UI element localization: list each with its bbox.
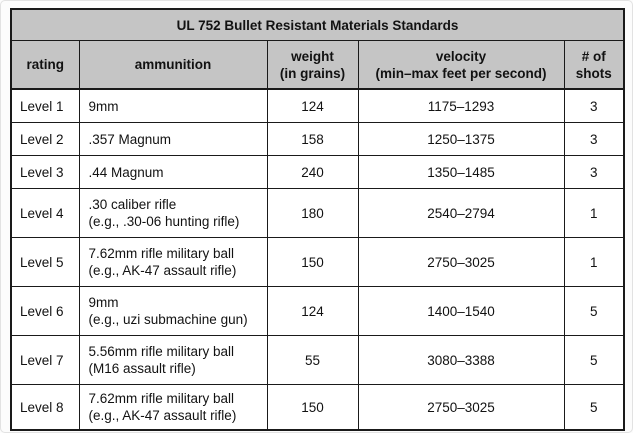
ammunition-note: (e.g., AK-47 assault rifle) [88,408,237,423]
ammunition-main: .357 Magnum [88,131,172,147]
shots-cell: 5 [563,335,625,385]
weight-cell: 55 [266,335,359,385]
velocity-cell: 3080–3388 [357,335,565,385]
shots-cell: 3 [563,122,625,156]
table-row-level-5: Level 5 7.62mm rifle military ball (e.g.… [10,237,625,287]
table-row-level-6: Level 6 9mm (e.g., uzi submachine gun) 1… [10,286,625,336]
shots-cell: 1 [563,188,625,238]
table-row-level-8: Level 8 7.62mm rifle military ball (e.g.… [10,384,625,431]
col-header-velocity: velocity (min–max feet per second) [357,40,565,90]
weight-cell: 150 [266,384,359,431]
ammunition-note: (M16 assault rifle) [88,361,196,376]
ammunition-main: .30 caliber rifle [88,197,177,212]
table-title: UL 752 Bullet Resistant Materials Standa… [10,8,625,41]
ammunition-main: 9mm [88,98,119,114]
weight-cell: 124 [266,88,359,123]
standards-table: UL 752 Bullet Resistant Materials Standa… [10,8,626,431]
ammunition-cell: .357 Magnum [78,122,268,156]
rating-cell: Level 5 [10,237,80,287]
velocity-cell: 1400–1540 [357,286,565,336]
col-header-line1: # of [581,48,606,64]
weight-cell: 158 [266,122,359,156]
ammunition-main: .44 Magnum [88,164,164,180]
table-row-level-7: Level 7 5.56mm rifle military ball (M16 … [10,335,625,385]
weight-cell: 240 [266,155,359,189]
rating-cell: Level 6 [10,286,80,336]
ammunition-cell: 7.62mm rifle military ball (e.g., AK-47 … [78,237,268,287]
weight-cell: 180 [266,188,359,238]
ammunition-cell: 5.56mm rifle military ball (M16 assault … [78,335,268,385]
ammunition-main: 9mm [88,295,119,310]
table-header-row: rating ammunition weight (in grains) vel… [10,40,625,90]
col-header-line2: shots [575,65,612,81]
velocity-cell: 2750–3025 [357,384,565,431]
ammunition-cell: .44 Magnum [78,155,268,189]
col-header-line1: ammunition [134,57,212,72]
rating-cell: Level 8 [10,384,80,431]
table-row-level-3: Level 3 .44 Magnum 240 1350–1485 3 [10,155,625,189]
col-header-rating: rating [10,40,80,90]
col-header-line1: rating [26,57,64,72]
ammunition-cell: .30 caliber rifle (e.g., .30-06 hunting … [78,188,268,238]
velocity-cell: 1250–1375 [357,122,565,156]
rating-cell: Level 3 [10,155,80,189]
rating-cell: Level 2 [10,122,80,156]
ammunition-note: (e.g., AK-47 assault rifle) [88,263,237,278]
table-row-level-2: Level 2 .357 Magnum 158 1250–1375 3 [10,122,625,156]
col-header-weight: weight (in grains) [266,40,359,90]
rating-cell: Level 1 [10,88,80,123]
rating-cell: Level 7 [10,335,80,385]
col-header-ammunition: ammunition [78,40,268,90]
ammunition-note: (e.g., .30-06 hunting rifle) [88,214,240,229]
rating-cell: Level 4 [10,188,80,238]
shots-cell: 5 [563,286,625,336]
shots-cell: 3 [563,88,625,123]
table-row-level-1: Level 1 9mm 124 1175–1293 3 [10,88,625,123]
velocity-cell: 1350–1485 [357,155,565,189]
shots-cell: 1 [563,237,625,287]
col-header-line2: (min–max feet per second) [375,65,547,81]
velocity-cell: 2540–2794 [357,188,565,238]
ammunition-cell: 9mm (e.g., uzi submachine gun) [78,286,268,336]
velocity-cell: 2750–3025 [357,237,565,287]
ammunition-cell: 9mm [78,88,268,123]
ammunition-cell: 7.62mm rifle military ball (e.g., AK-47 … [78,384,268,431]
shots-cell: 3 [563,155,625,189]
velocity-cell: 1175–1293 [357,88,565,123]
ammunition-note: (e.g., uzi submachine gun) [88,312,248,327]
weight-cell: 150 [266,237,359,287]
col-header-line1: velocity [435,48,487,64]
ammunition-main: 7.62mm rifle military ball [88,246,235,261]
col-header-line1: weight [291,48,334,64]
col-header-line2: (in grains) [279,65,346,81]
table-title-row: UL 752 Bullet Resistant Materials Standa… [10,8,625,41]
shots-cell: 5 [563,384,625,431]
ammunition-main: 7.62mm rifle military ball [88,391,235,406]
weight-cell: 124 [266,286,359,336]
ammunition-main: 5.56mm rifle military ball [88,344,235,359]
table-row-level-4: Level 4 .30 caliber rifle (e.g., .30-06 … [10,188,625,238]
col-header-shots: # of shots [563,40,625,90]
